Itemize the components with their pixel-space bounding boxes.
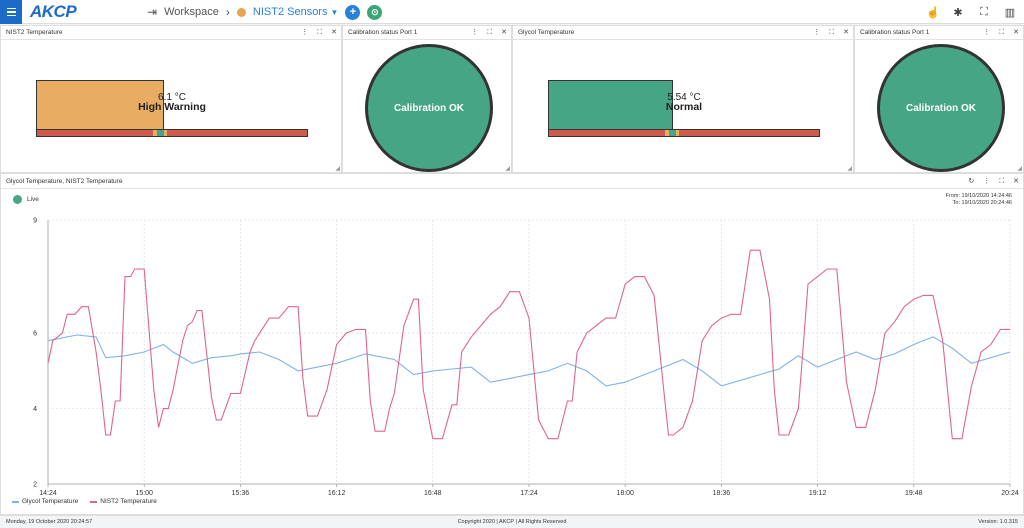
calibration-status-circle: Calibration OK — [365, 44, 493, 172]
widget-header: Glycol Temperature, NIST2 Temperature ↻ … — [1, 174, 1023, 189]
widget-header: NIST2 Temperature ⋮ ⛶ ✕ — [1, 26, 341, 40]
widget-header: Calibration status Port 1 ⋮ ⛶ ✕ — [343, 26, 511, 40]
calibration-status-label: Calibration OK — [393, 102, 464, 114]
legend-item-glycol[interactable]: Glycol Temperature — [12, 498, 78, 505]
live-dot-icon — [13, 195, 22, 204]
legend-label: Glycol Temperature — [22, 498, 79, 505]
legend-item-nist2[interactable]: NIST2 Temperature — [90, 498, 157, 505]
more-vert-icon[interactable]: ⋮ — [983, 29, 991, 36]
x-tick-label: 20:24 — [1001, 490, 1019, 497]
widget-header: Glycol Temperature ⋮ ⛶ ✕ — [513, 26, 853, 40]
y-tick-label: 6 — [33, 331, 37, 338]
x-tick-label: 15:36 — [232, 490, 250, 497]
gauge-status: High Warning — [138, 101, 206, 113]
gauge-status: Normal — [665, 101, 703, 113]
widget-title: NIST2 Temperature — [6, 29, 63, 36]
trash-icon[interactable]: ▥ — [1004, 6, 1016, 19]
breadcrumb-current-dashboard[interactable]: NIST2 Sensors — [252, 6, 328, 18]
close-icon[interactable]: ✕ — [843, 29, 849, 36]
y-tick-label: 9 — [33, 218, 37, 225]
resize-handle-icon[interactable]: ◢ — [1017, 166, 1022, 172]
live-label: Live — [27, 196, 39, 203]
x-tick-label: 16:12 — [328, 490, 346, 497]
resize-handle-icon[interactable]: ◢ — [505, 166, 510, 172]
x-tick-label: 18:36 — [713, 490, 731, 497]
gauge-range-strip — [548, 129, 820, 137]
breadcrumb-workspace[interactable]: Workspace — [164, 6, 219, 18]
widget-title: Calibration status Port 1 — [860, 29, 930, 36]
live-indicator[interactable]: Live — [13, 195, 39, 204]
line-chart: 2 4 6 9 14:24 15:00 15:36 16:12 16:48 17:24 18:00 1… — [33, 218, 1019, 498]
top-bar: AKCP ⇥ Workspace › NIST2 Sensors ▼ + ⊙ ☝… — [0, 0, 1024, 24]
legend-swatch — [12, 500, 19, 503]
legend-swatch — [90, 500, 98, 503]
close-icon[interactable]: ✕ — [501, 29, 507, 36]
more-vert-icon[interactable]: ⋮ — [471, 29, 479, 36]
chevron-right-icon: › — [225, 5, 230, 19]
refresh-icon[interactable]: ↻ — [968, 178, 975, 185]
widget-glycol-temperature: Glycol Temperature ⋮ ⛶ ✕ 5.54 °C Normal … — [512, 25, 854, 173]
sign-out-icon[interactable]: ⇥ — [147, 5, 158, 19]
x-tick-label: 17:24 — [520, 490, 538, 497]
widget-calibration-status-1: Calibration status Port 1 ⋮ ⛶ ✕ Calibrat… — [342, 25, 512, 173]
time-range: From: 19/10/2020 14:24:46 To: 19/10/2020… — [946, 193, 1012, 207]
expand-icon[interactable]: ⛶ — [999, 29, 1005, 36]
gauge-fill-bar — [36, 80, 164, 130]
caret-down-icon[interactable]: ▼ — [330, 7, 339, 17]
chart-legend: Glycol Temperature NIST2 Temperature — [12, 498, 157, 505]
widget-calibration-status-2: Calibration status Port 1 ⋮ ⛶ ✕ Calibrat… — [854, 25, 1024, 173]
more-vert-icon[interactable]: ⋮ — [983, 178, 991, 185]
widget-nist2-temperature: NIST2 Temperature ⋮ ⛶ ✕ 6.1 °C High Warn… — [0, 25, 342, 173]
status-datetime: Monday, 19 October 2020 20:24:57 — [6, 519, 93, 525]
y-tick-label: 2 — [33, 482, 37, 489]
status-copyright: Copyright 2020 | AKCP | All Rights Reser… — [457, 519, 567, 525]
more-vert-icon[interactable]: ⋮ — [301, 29, 309, 36]
breadcrumb: ⇥ Workspace › NIST2 Sensors ▼ + ⊙ — [147, 0, 383, 24]
resize-handle-icon[interactable]: ◢ — [335, 166, 340, 172]
close-icon[interactable]: ✕ — [1013, 178, 1019, 185]
expand-icon[interactable]: ⛶ — [487, 29, 493, 36]
series-line-0 — [47, 334, 1011, 387]
widget-title: Glycol Temperature — [518, 29, 575, 36]
app-logo: AKCP — [30, 2, 77, 21]
top-toolbar: ☝ ✱ ⛶ ▥ — [926, 0, 1016, 24]
widget-title: Calibration status Port 1 — [348, 29, 418, 36]
gauge-value: 6.1 °C — [158, 92, 186, 103]
series-line-1 — [47, 249, 1010, 440]
calibration-status-circle: Calibration OK — [877, 44, 1005, 172]
status-bar: Monday, 19 October 2020 20:24:57 Copyrig… — [0, 515, 1024, 527]
close-icon[interactable]: ✕ — [331, 29, 337, 36]
expand-icon[interactable]: ⛶ — [317, 29, 323, 36]
resize-handle-icon[interactable]: ◢ — [847, 166, 852, 172]
status-version: Version: 1.0.315 — [978, 519, 1018, 525]
legend-label: NIST2 Temperature — [100, 498, 157, 505]
widget-temperature-chart: Glycol Temperature, NIST2 Temperature ↻ … — [0, 173, 1024, 515]
calibration-status-label: Calibration OK — [905, 102, 976, 114]
gauge-range-strip — [36, 129, 308, 137]
save-button[interactable]: ⊙ — [367, 4, 383, 20]
bug-icon[interactable]: ✱ — [953, 6, 963, 19]
x-tick-label: 15:00 — [135, 490, 153, 497]
add-button[interactable]: + — [345, 4, 361, 20]
x-tick-label: 14:24 — [39, 490, 57, 497]
x-tick-label: 18:00 — [616, 490, 634, 497]
expand-icon[interactable]: ⛶ — [999, 178, 1005, 185]
range-to: To: 19/10/2020 20:24:46 — [952, 200, 1012, 206]
x-tick-label: 19:48 — [905, 490, 923, 497]
fullscreen-icon[interactable]: ⛶ — [980, 5, 988, 18]
close-icon[interactable]: ✕ — [1013, 29, 1019, 36]
widget-header: Calibration status Port 1 ⋮ ⛶ ✕ — [855, 26, 1023, 40]
x-tick-label: 19:12 — [809, 490, 827, 497]
more-vert-icon[interactable]: ⋮ — [813, 29, 821, 36]
hamburger-menu-button[interactable] — [0, 0, 22, 24]
expand-icon[interactable]: ⛶ — [829, 29, 835, 36]
y-tick-label: 4 — [33, 406, 37, 413]
x-tick-label: 16:48 — [424, 490, 442, 497]
widget-title: Glycol Temperature, NIST2 Temperature — [6, 178, 123, 185]
range-from: From: 19/10/2020 14:24:46 — [945, 193, 1012, 199]
gauge-value: 5.54 °C — [667, 92, 701, 103]
touch-icon[interactable]: ☝ — [926, 6, 940, 19]
status-dot-icon — [236, 7, 246, 17]
